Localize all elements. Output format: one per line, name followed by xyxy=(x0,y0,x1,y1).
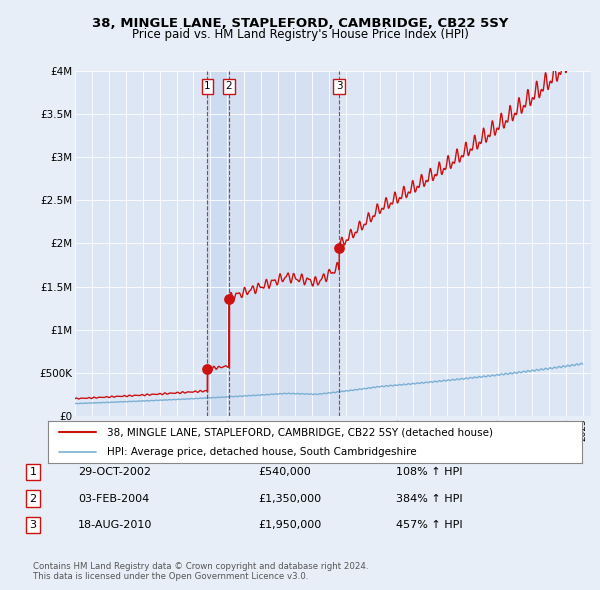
Text: £1,950,000: £1,950,000 xyxy=(258,520,321,530)
Text: 18-AUG-2010: 18-AUG-2010 xyxy=(78,520,152,530)
Text: 38, MINGLE LANE, STAPLEFORD, CAMBRIDGE, CB22 5SY: 38, MINGLE LANE, STAPLEFORD, CAMBRIDGE, … xyxy=(92,17,508,30)
Text: 3: 3 xyxy=(29,520,37,530)
Text: 3: 3 xyxy=(336,81,343,91)
Text: 03-FEB-2004: 03-FEB-2004 xyxy=(78,494,149,503)
Text: 384% ↑ HPI: 384% ↑ HPI xyxy=(396,494,463,503)
Text: 457% ↑ HPI: 457% ↑ HPI xyxy=(396,520,463,530)
Text: 2: 2 xyxy=(29,494,37,503)
Text: 1: 1 xyxy=(204,81,211,91)
Text: 2: 2 xyxy=(226,81,232,91)
Text: £540,000: £540,000 xyxy=(258,467,311,477)
Text: 29-OCT-2002: 29-OCT-2002 xyxy=(78,467,151,477)
Bar xyxy=(208,71,229,416)
Text: HPI: Average price, detached house, South Cambridgeshire: HPI: Average price, detached house, Sout… xyxy=(107,447,416,457)
Text: £1,350,000: £1,350,000 xyxy=(258,494,321,503)
Text: Price paid vs. HM Land Registry's House Price Index (HPI): Price paid vs. HM Land Registry's House … xyxy=(131,28,469,41)
Text: 108% ↑ HPI: 108% ↑ HPI xyxy=(396,467,463,477)
Bar xyxy=(229,71,339,416)
Text: 38, MINGLE LANE, STAPLEFORD, CAMBRIDGE, CB22 5SY (detached house): 38, MINGLE LANE, STAPLEFORD, CAMBRIDGE, … xyxy=(107,427,493,437)
Point xyxy=(224,295,233,304)
Text: 1: 1 xyxy=(29,467,37,477)
Point xyxy=(203,365,212,374)
Text: This data is licensed under the Open Government Licence v3.0.: This data is licensed under the Open Gov… xyxy=(33,572,308,581)
Point xyxy=(334,243,344,253)
Text: Contains HM Land Registry data © Crown copyright and database right 2024.: Contains HM Land Registry data © Crown c… xyxy=(33,562,368,571)
